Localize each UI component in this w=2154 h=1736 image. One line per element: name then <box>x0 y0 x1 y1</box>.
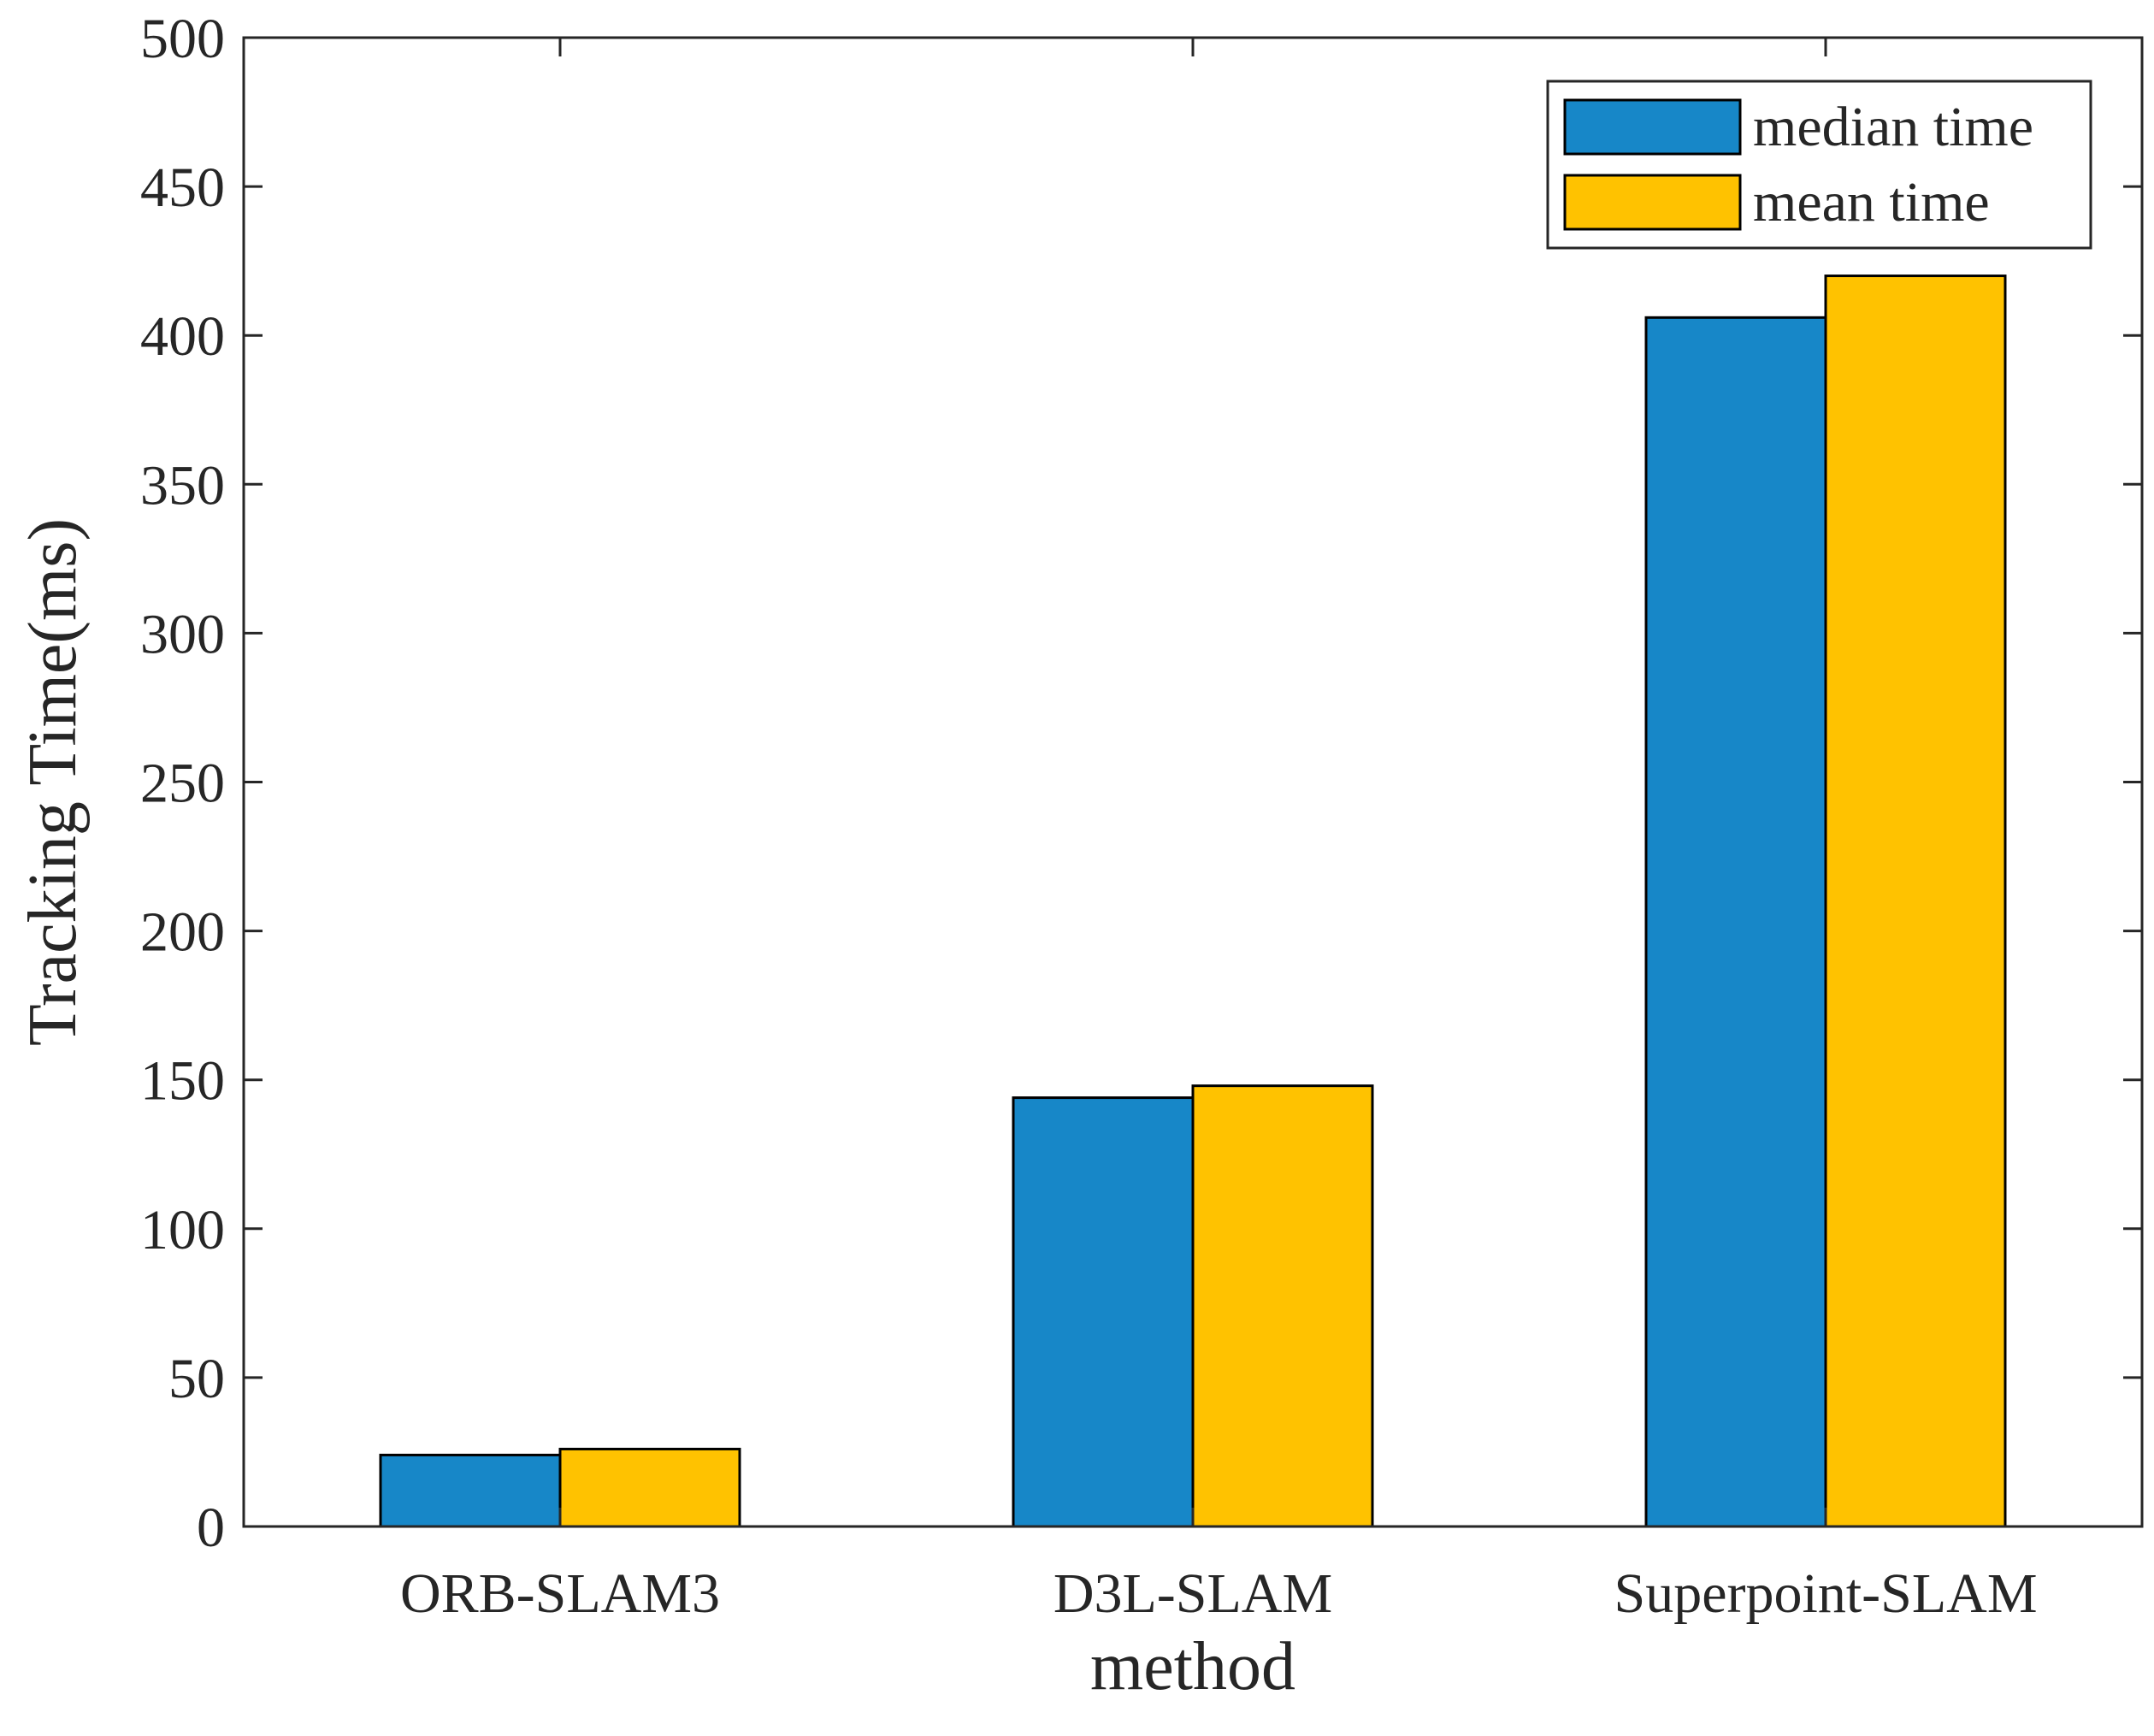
y-tick-label: 400 <box>140 305 225 368</box>
y-tick-label: 500 <box>140 8 225 70</box>
y-tick-label: 450 <box>140 156 225 219</box>
bar-median-orb-slam3 <box>379 1453 562 1528</box>
x-tick-label: ORB-SLAM3 <box>400 1562 720 1625</box>
legend-label: median time <box>1753 96 2033 158</box>
legend-label: mean time <box>1753 171 1990 233</box>
y-tick-label: 150 <box>140 1050 225 1113</box>
y-tick-label: 50 <box>168 1348 225 1410</box>
x-axis-title: method <box>1090 1629 1295 1704</box>
legend: median time mean time <box>1546 80 2092 250</box>
y-tick-label: 0 <box>197 1497 225 1559</box>
y-tick-label: 250 <box>140 753 225 815</box>
bars-group <box>379 275 2007 1528</box>
x-tick-label: Superpoint-SLAM <box>1614 1562 2038 1625</box>
y-tick-label: 100 <box>140 1199 225 1261</box>
x-tick-label: D3L-SLAM <box>1053 1562 1332 1625</box>
y-tick-label: 200 <box>140 901 225 964</box>
y-tick-label: 300 <box>140 603 225 665</box>
y-axis-title: Tracking Time(ms) <box>15 518 91 1046</box>
bar-mean-d3l-slam <box>1191 1084 1374 1528</box>
y-tick-label: 350 <box>140 454 225 517</box>
legend-swatch <box>1563 98 1742 156</box>
bar-mean-superpoint-slam <box>1824 275 2007 1528</box>
bar-median-d3l-slam <box>1012 1096 1195 1528</box>
bar-median-superpoint-slam <box>1644 316 1827 1528</box>
bar-mean-orb-slam3 <box>558 1447 741 1528</box>
legend-swatch <box>1563 174 1742 231</box>
ticks-group: ORB-SLAM3 D3L-SLAM Superpoint-SLAM 0 50 100 15… <box>140 8 2142 1625</box>
